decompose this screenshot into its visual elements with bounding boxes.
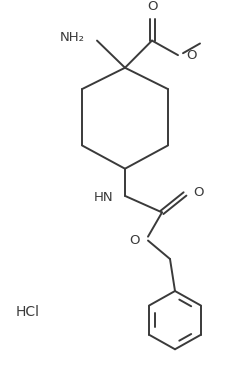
Text: O: O [193, 185, 204, 199]
Text: O: O [130, 234, 140, 247]
Text: HCl: HCl [16, 305, 40, 319]
Text: O: O [186, 48, 196, 62]
Text: HN: HN [93, 191, 113, 204]
Text: O: O [147, 0, 157, 13]
Text: NH₂: NH₂ [60, 31, 85, 44]
